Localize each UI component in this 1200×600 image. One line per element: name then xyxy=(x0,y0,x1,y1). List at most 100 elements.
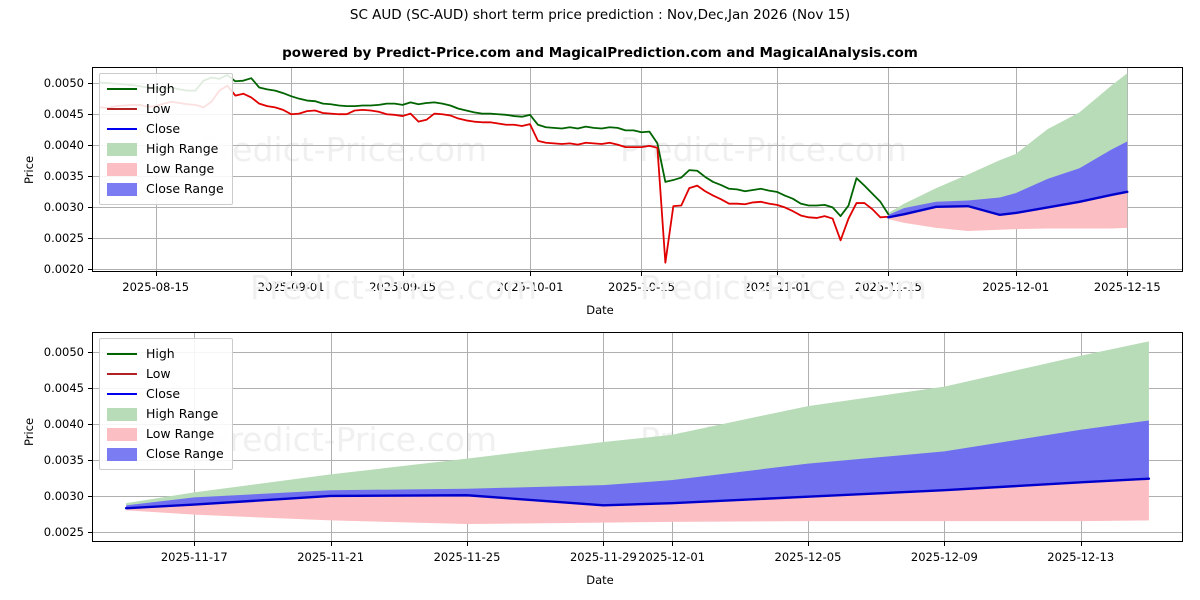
top-chart-graphics xyxy=(93,68,1182,271)
x-tick-mark xyxy=(467,542,468,546)
x-tick-label: 2025-12-09 xyxy=(910,550,978,564)
legend-item-low-range[interactable]: Low Range xyxy=(107,159,224,179)
legend-item-label: Low xyxy=(146,100,171,116)
close-price-line xyxy=(887,190,1129,219)
legend-item-high-range[interactable]: High Range xyxy=(107,404,224,424)
y-tick-label: 0.0040 xyxy=(43,137,84,152)
x-tick-label: 2025-11-15 xyxy=(854,280,922,294)
x-tick-mark xyxy=(291,272,292,276)
legend-patch-swatch xyxy=(107,407,137,421)
x-tick-label: 2025-11-21 xyxy=(297,550,365,564)
x-tick-label: 2025-09-15 xyxy=(369,280,436,294)
y-tick-label: 0.0050 xyxy=(43,345,84,360)
y-tick-mark xyxy=(88,460,92,461)
y-tick-label: 0.0045 xyxy=(43,381,84,396)
y-tick-mark xyxy=(88,532,92,533)
legend-item-close[interactable]: Close xyxy=(107,119,224,139)
y-tick-mark xyxy=(88,424,92,425)
x-tick-label: 2025-12-01 xyxy=(982,280,1050,294)
legend-patch-swatch xyxy=(107,162,137,176)
y-tick-label: 0.0030 xyxy=(43,199,84,214)
x-tick-label: 2025-10-15 xyxy=(608,280,675,294)
y-tick-label: 0.0050 xyxy=(43,75,84,90)
legend-item-close[interactable]: Close xyxy=(107,384,224,404)
bottom-chart-x-axis-label: Date xyxy=(586,573,614,587)
x-tick-label: 2025-10-01 xyxy=(496,280,564,294)
legend-item-low[interactable]: Low xyxy=(107,364,224,384)
x-tick-mark xyxy=(156,272,157,276)
legend-item-close-range[interactable]: Close Range xyxy=(107,179,224,199)
x-tick-mark xyxy=(1016,272,1017,276)
range-band xyxy=(126,478,1149,525)
legend-item-label: High Range xyxy=(146,140,219,156)
y-tick-label: 0.0035 xyxy=(43,168,84,183)
page-subtitle: powered by Predict-Price.com and Magical… xyxy=(282,45,918,61)
x-tick-label: 2025-09-01 xyxy=(257,280,325,294)
range-band xyxy=(888,141,1128,218)
bottom-chart-graphics xyxy=(93,333,1182,541)
top-chart-legend: High Low Close High Range Low Range Close Ran… xyxy=(99,73,233,205)
top-chart-x-axis-label: Date xyxy=(586,303,614,317)
y-tick-mark xyxy=(88,207,92,208)
y-tick-mark xyxy=(88,114,92,115)
legend-item-low-range[interactable]: Low Range xyxy=(107,424,224,444)
x-tick-mark xyxy=(944,542,945,546)
x-tick-mark xyxy=(888,272,889,276)
legend-patch-swatch xyxy=(107,182,137,196)
y-tick-label: 0.0030 xyxy=(43,488,84,503)
legend-item-label: High Range xyxy=(146,405,219,421)
x-tick-mark xyxy=(777,272,778,276)
y-tick-mark xyxy=(88,496,92,497)
x-tick-mark xyxy=(808,542,809,546)
legend-item-low[interactable]: Low xyxy=(107,99,224,119)
x-tick-mark xyxy=(530,272,531,276)
x-tick-mark xyxy=(194,542,195,546)
y-tick-mark xyxy=(88,352,92,353)
y-tick-mark xyxy=(88,238,92,239)
range-band xyxy=(126,420,1149,509)
x-tick-mark xyxy=(672,542,673,546)
x-tick-label: 2025-11-17 xyxy=(160,550,228,564)
legend-item-close-range[interactable]: Close Range xyxy=(107,444,224,464)
legend-item-label: High xyxy=(146,345,175,361)
legend-patch-swatch xyxy=(107,447,137,461)
range-band xyxy=(888,191,1128,231)
close-price-line xyxy=(124,477,1151,510)
y-tick-label: 0.0045 xyxy=(43,106,84,121)
x-tick-mark xyxy=(331,542,332,546)
y-tick-label: 0.0025 xyxy=(43,524,84,539)
legend-patch-swatch xyxy=(107,427,137,441)
legend-item-high[interactable]: High xyxy=(107,344,224,364)
x-tick-label: 2025-12-15 xyxy=(1093,280,1161,294)
x-tick-mark xyxy=(1081,542,1082,546)
legend-item-label: Low Range xyxy=(146,425,215,441)
x-tick-label: 2025-11-25 xyxy=(433,550,501,564)
y-tick-label: 0.0020 xyxy=(43,261,84,276)
x-tick-label: 2025-12-13 xyxy=(1047,550,1115,564)
y-tick-mark xyxy=(88,388,92,389)
legend-item-high-range[interactable]: High Range xyxy=(107,139,224,159)
legend-item-label: Close xyxy=(146,120,181,136)
y-tick-label: 0.0025 xyxy=(43,230,84,245)
x-tick-label: 2025-11-29 xyxy=(569,550,637,564)
legend-line-swatch xyxy=(107,88,137,90)
legend-item-high[interactable]: High xyxy=(107,79,224,99)
legend-line-swatch xyxy=(107,353,137,355)
x-tick-mark xyxy=(603,542,604,546)
legend-item-label: Close Range xyxy=(146,180,224,196)
legend-line-swatch xyxy=(107,128,137,130)
y-tick-mark xyxy=(88,176,92,177)
x-tick-label: 2025-08-15 xyxy=(122,280,190,294)
x-tick-label: 2025-12-01 xyxy=(638,550,706,564)
legend-item-label: Close xyxy=(146,385,181,401)
x-tick-mark xyxy=(641,272,642,276)
x-tick-mark xyxy=(403,272,404,276)
x-tick-label: 2025-12-05 xyxy=(774,550,842,564)
y-tick-label: 0.0040 xyxy=(43,417,84,432)
y-tick-mark xyxy=(88,83,92,84)
y-tick-mark xyxy=(88,269,92,270)
x-tick-label: 2025-11-01 xyxy=(743,280,811,294)
page-title: SC AUD (SC-AUD) short term price predict… xyxy=(349,7,851,23)
legend-line-swatch xyxy=(107,108,137,110)
